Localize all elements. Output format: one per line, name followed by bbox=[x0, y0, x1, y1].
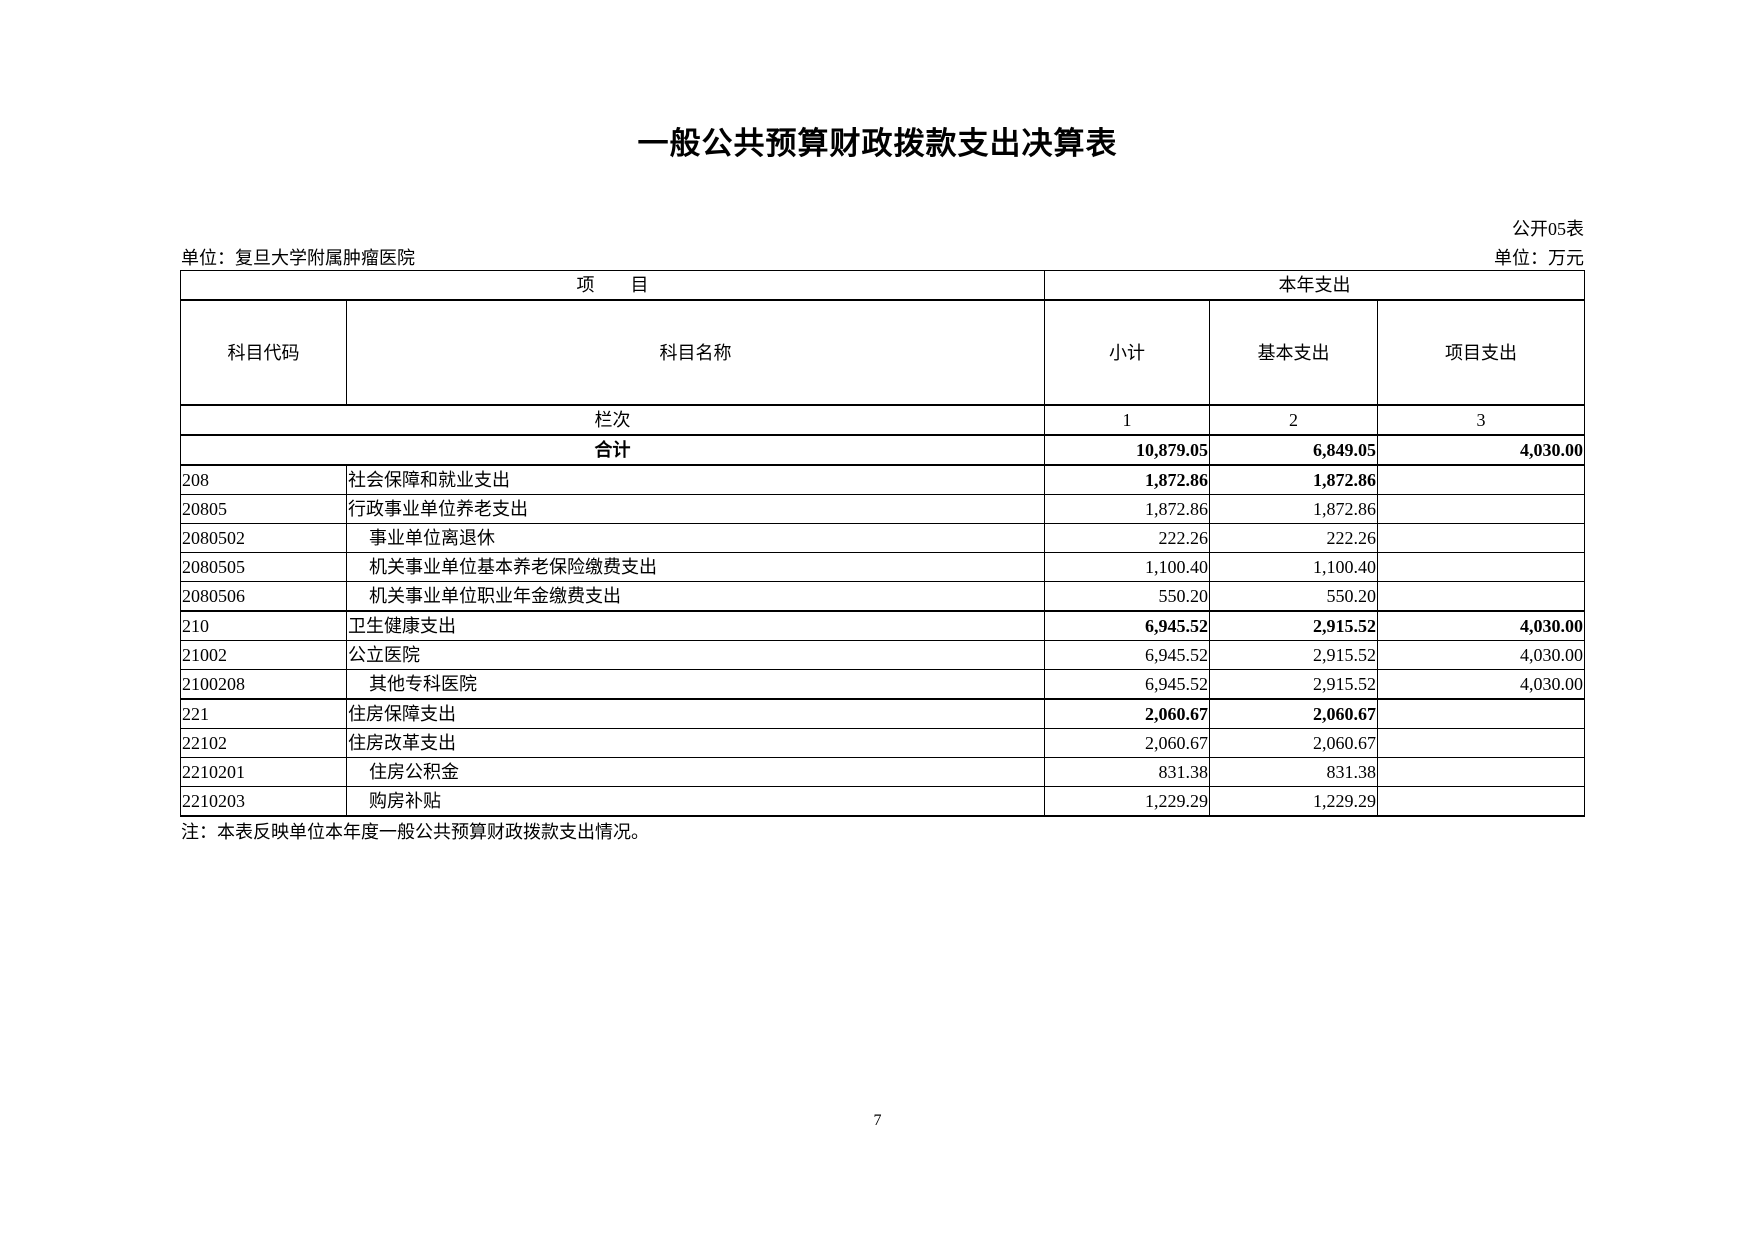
table-row: 2210201 住房公积金 831.38 831.38 bbox=[180, 757, 1585, 787]
row-subtotal: 831.38 bbox=[1044, 757, 1210, 787]
col-number-3: 3 bbox=[1377, 404, 1585, 436]
table-note: 注：本表反映单位本年度一般公共预算财政拨款支出情况。 bbox=[181, 822, 649, 842]
page-number: 7 bbox=[873, 1112, 882, 1129]
row-name: 住房公积金 bbox=[346, 757, 1045, 787]
row-basic: 1,872.86 bbox=[1209, 464, 1378, 495]
row-code: 2210201 bbox=[180, 757, 347, 787]
row-basic: 2,915.52 bbox=[1209, 640, 1378, 670]
row-basic: 222.26 bbox=[1209, 523, 1378, 553]
row-code: 21002 bbox=[180, 640, 347, 670]
header-project: 项目支出 bbox=[1377, 299, 1585, 406]
row-subtotal: 2,060.67 bbox=[1044, 728, 1210, 758]
row-name: 社会保障和就业支出 bbox=[346, 464, 1045, 495]
expenditure-table: 项 目 本年支出 科目代码 科目名称 小计 基本支出 项目支出 栏次 1 2 3… bbox=[180, 270, 1585, 817]
row-name: 住房保障支出 bbox=[346, 698, 1045, 729]
row-code: 20805 bbox=[180, 494, 347, 524]
row-basic: 1,229.29 bbox=[1209, 786, 1378, 817]
row-name: 公立医院 bbox=[346, 640, 1045, 670]
row-subtotal: 550.20 bbox=[1044, 581, 1210, 612]
row-subtotal: 2,060.67 bbox=[1044, 698, 1210, 729]
row-subtotal: 1,100.40 bbox=[1044, 552, 1210, 582]
row-code: 208 bbox=[180, 464, 347, 495]
row-project bbox=[1377, 581, 1585, 612]
header-current-year: 本年支出 bbox=[1044, 270, 1585, 301]
header-subtotal: 小计 bbox=[1044, 299, 1210, 406]
row-code: 2080505 bbox=[180, 552, 347, 582]
row-subtotal: 1,872.86 bbox=[1044, 494, 1210, 524]
header-row-2: 科目代码 科目名称 小计 基本支出 项目支出 bbox=[180, 299, 1585, 406]
row-code: 2210203 bbox=[180, 786, 347, 817]
table-row: 20805 行政事业单位养老支出 1,872.86 1,872.86 bbox=[180, 494, 1585, 524]
row-subtotal: 6,945.52 bbox=[1044, 669, 1210, 700]
row-code: 2100208 bbox=[180, 669, 347, 700]
row-name: 其他专科医院 bbox=[346, 669, 1045, 700]
row-name: 机关事业单位基本养老保险缴费支出 bbox=[346, 552, 1045, 582]
row-name: 事业单位离退休 bbox=[346, 523, 1045, 553]
total-row: 合计 10,879.05 6,849.05 4,030.00 bbox=[180, 434, 1585, 466]
row-code: 22102 bbox=[180, 728, 347, 758]
column-label: 栏次 bbox=[180, 404, 1045, 436]
row-code: 210 bbox=[180, 610, 347, 641]
table-row: 2210203 购房补贴 1,229.29 1,229.29 bbox=[180, 786, 1585, 817]
header-name: 科目名称 bbox=[346, 299, 1045, 406]
organization-unit: 单位：复旦大学附属肿瘤医院 bbox=[181, 248, 415, 268]
total-label: 合计 bbox=[180, 434, 1045, 466]
row-basic: 1,872.86 bbox=[1209, 494, 1378, 524]
row-basic: 1,100.40 bbox=[1209, 552, 1378, 582]
row-subtotal: 222.26 bbox=[1044, 523, 1210, 553]
row-project bbox=[1377, 698, 1585, 729]
row-project bbox=[1377, 523, 1585, 553]
total-subtotal: 10,879.05 bbox=[1044, 434, 1210, 466]
header-code: 科目代码 bbox=[180, 299, 347, 406]
table-row: 2100208 其他专科医院 6,945.52 2,915.52 4,030.00 bbox=[180, 669, 1585, 700]
row-subtotal: 6,945.52 bbox=[1044, 640, 1210, 670]
currency-unit: 单位：万元 bbox=[1494, 248, 1584, 268]
row-project bbox=[1377, 786, 1585, 817]
row-basic: 2,915.52 bbox=[1209, 610, 1378, 641]
row-name: 卫生健康支出 bbox=[346, 610, 1045, 641]
row-project: 4,030.00 bbox=[1377, 669, 1585, 700]
header-item: 项 目 bbox=[180, 270, 1045, 301]
row-project bbox=[1377, 757, 1585, 787]
row-subtotal: 1,872.86 bbox=[1044, 464, 1210, 495]
row-project: 4,030.00 bbox=[1377, 640, 1585, 670]
header-row-1: 项 目 本年支出 bbox=[180, 270, 1585, 301]
form-number: 公开05表 bbox=[1512, 219, 1584, 239]
table-row: 2080502 事业单位离退休 222.26 222.26 bbox=[180, 523, 1585, 553]
row-code: 2080506 bbox=[180, 581, 347, 612]
row-project bbox=[1377, 494, 1585, 524]
row-project bbox=[1377, 464, 1585, 495]
col-number-1: 1 bbox=[1044, 404, 1210, 436]
total-basic: 6,849.05 bbox=[1209, 434, 1378, 466]
table-row: 221 住房保障支出 2,060.67 2,060.67 bbox=[180, 698, 1585, 729]
page-title: 一般公共预算财政拨款支出决算表 bbox=[637, 126, 1118, 161]
table-row: 2080505 机关事业单位基本养老保险缴费支出 1,100.40 1,100.40 bbox=[180, 552, 1585, 582]
row-code: 2080502 bbox=[180, 523, 347, 553]
row-project: 4,030.00 bbox=[1377, 610, 1585, 641]
header-basic: 基本支出 bbox=[1209, 299, 1378, 406]
table-row: 2080506 机关事业单位职业年金缴费支出 550.20 550.20 bbox=[180, 581, 1585, 612]
row-basic: 2,060.67 bbox=[1209, 728, 1378, 758]
row-name: 住房改革支出 bbox=[346, 728, 1045, 758]
table-row: 22102 住房改革支出 2,060.67 2,060.67 bbox=[180, 728, 1585, 758]
row-name: 机关事业单位职业年金缴费支出 bbox=[346, 581, 1045, 612]
table-row: 208 社会保障和就业支出 1,872.86 1,872.86 bbox=[180, 464, 1585, 495]
row-basic: 2,915.52 bbox=[1209, 669, 1378, 700]
row-basic: 831.38 bbox=[1209, 757, 1378, 787]
table-row: 21002 公立医院 6,945.52 2,915.52 4,030.00 bbox=[180, 640, 1585, 670]
row-name: 行政事业单位养老支出 bbox=[346, 494, 1045, 524]
row-subtotal: 6,945.52 bbox=[1044, 610, 1210, 641]
row-project bbox=[1377, 728, 1585, 758]
row-basic: 2,060.67 bbox=[1209, 698, 1378, 729]
total-project: 4,030.00 bbox=[1377, 434, 1585, 466]
row-project bbox=[1377, 552, 1585, 582]
col-number-2: 2 bbox=[1209, 404, 1378, 436]
row-name: 购房补贴 bbox=[346, 786, 1045, 817]
table-row: 210 卫生健康支出 6,945.52 2,915.52 4,030.00 bbox=[180, 610, 1585, 641]
row-code: 221 bbox=[180, 698, 347, 729]
row-basic: 550.20 bbox=[1209, 581, 1378, 612]
column-number-row: 栏次 1 2 3 bbox=[180, 404, 1585, 436]
row-subtotal: 1,229.29 bbox=[1044, 786, 1210, 817]
